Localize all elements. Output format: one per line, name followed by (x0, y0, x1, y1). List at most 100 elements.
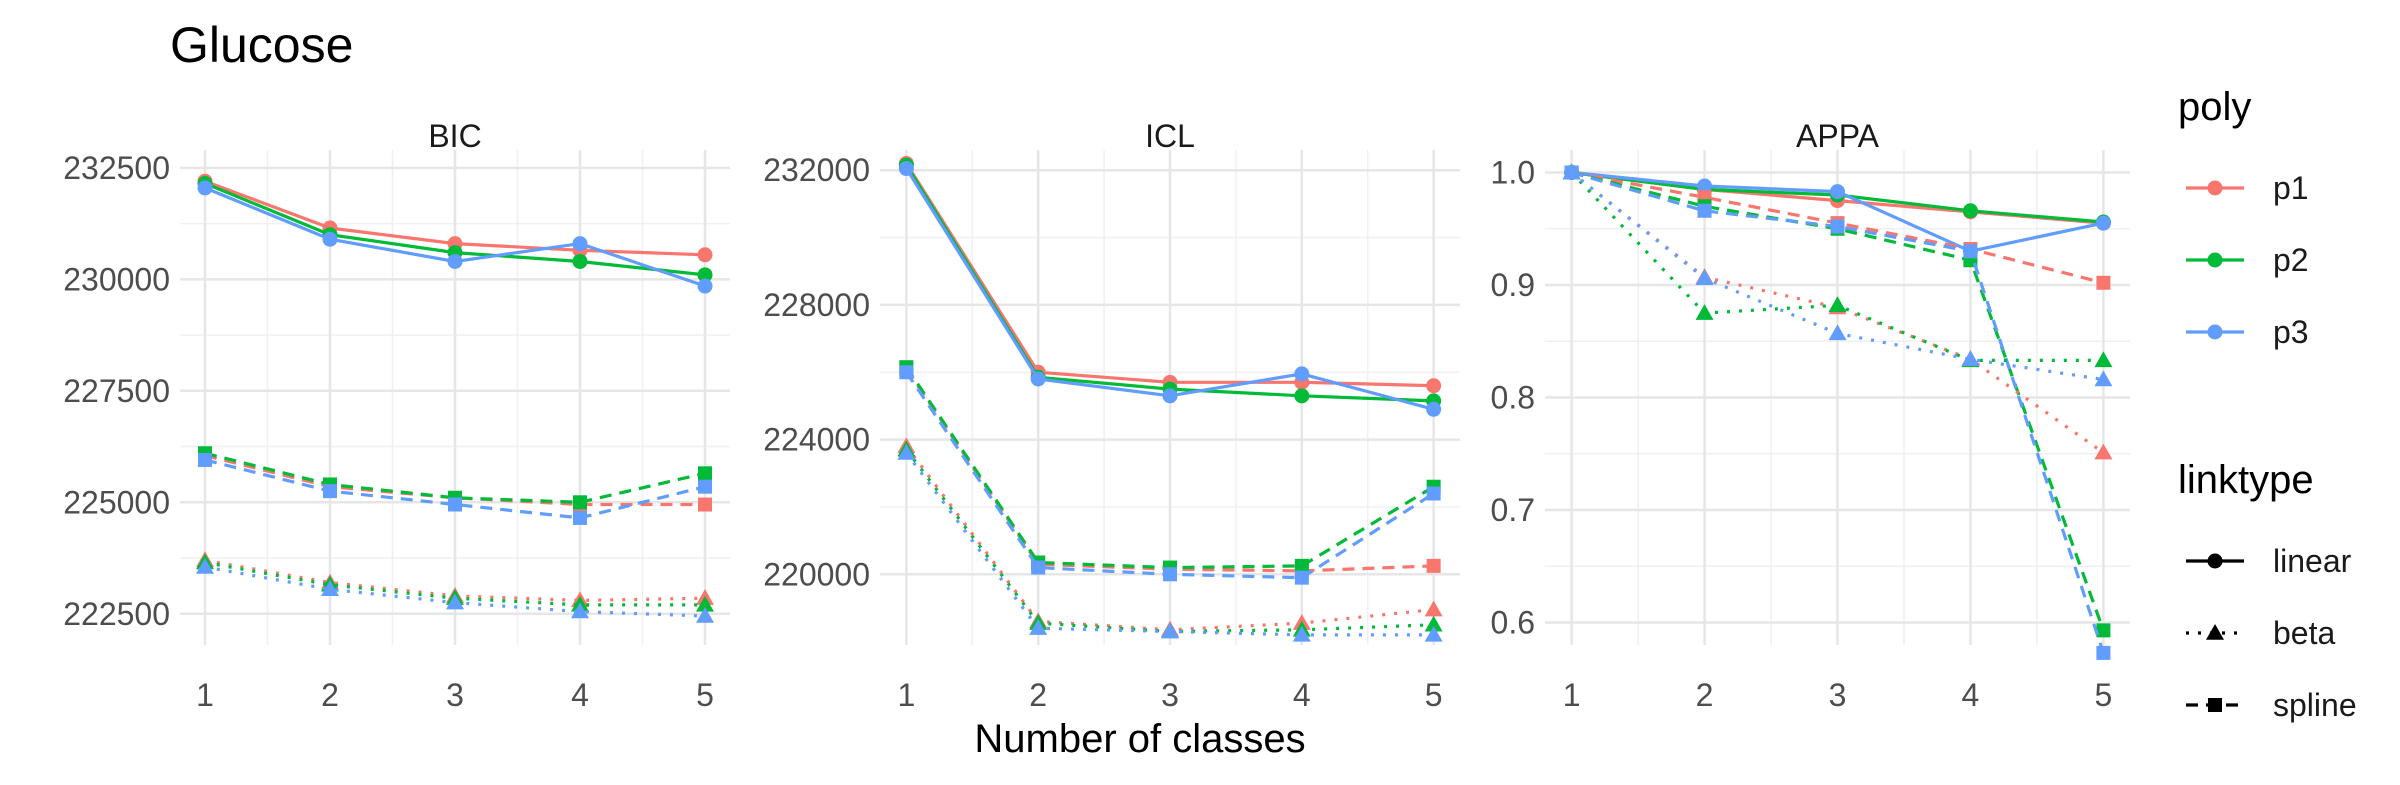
data-point (2096, 275, 2111, 290)
legend-poly-title: poly (2178, 85, 2251, 129)
y-tick-label: 222500 (63, 596, 170, 632)
data-point (1695, 304, 1714, 320)
series-line (204, 453, 705, 507)
y-tick-label: 228000 (763, 287, 870, 323)
data-point (323, 484, 337, 499)
data-point (1424, 625, 1443, 642)
data-point (446, 593, 464, 610)
data-point (2096, 645, 2111, 660)
panel-bic: 1 2 3 4 5 222500 225000 227500 230000 232500 BIC (63, 118, 730, 713)
y-tick-label: 225000 (63, 484, 170, 520)
legend-item-p3: p3 (2186, 314, 2309, 350)
data-point (698, 497, 712, 512)
data-point (1294, 558, 1309, 573)
data-point (1830, 184, 1845, 200)
legend-key-marker (2207, 553, 2223, 569)
data-point (322, 231, 338, 247)
x-tick-label: 4 (1293, 677, 1311, 713)
data-point (698, 479, 712, 494)
data-point (1697, 203, 1712, 218)
legend-key-marker (2207, 252, 2223, 268)
facet-strip-label: BIC (428, 118, 481, 154)
data-point (1294, 570, 1309, 585)
y-tick-label: 230000 (63, 261, 170, 297)
data-point (1828, 324, 1847, 341)
x-tick-label: 5 (2095, 677, 2113, 713)
series-p3-beta (196, 557, 714, 623)
data-point (696, 595, 714, 612)
chart-title: Glucose (170, 17, 353, 73)
data-point (321, 580, 339, 597)
data-point (1562, 163, 1581, 180)
series-line (905, 445, 1434, 632)
data-point (1424, 600, 1443, 617)
legend-key-marker (2206, 624, 2224, 640)
legend-item-spline: spline (2186, 687, 2357, 723)
x-tick-label: 4 (571, 677, 589, 713)
x-axis-label: Number of classes (974, 717, 1305, 761)
data-point (2094, 370, 2113, 387)
y-tick-label: 224000 (763, 422, 870, 458)
data-point (1961, 350, 1980, 366)
data-point (697, 267, 713, 283)
data-point (696, 607, 714, 623)
series-p3-linear (197, 180, 713, 294)
data-point (1426, 378, 1442, 394)
data-point (448, 497, 462, 512)
data-point (898, 161, 914, 177)
y-tick-label: 227500 (63, 373, 170, 409)
panel-appa: 1 2 3 4 5 0.6 0.7 0.8 0.9 1.0 APPA (1491, 118, 2130, 713)
data-point (697, 247, 713, 263)
data-point (1294, 388, 1310, 404)
data-point (1962, 203, 1978, 219)
data-point (1695, 269, 1714, 285)
data-point (1426, 401, 1442, 417)
data-point (1030, 371, 1046, 387)
y-tick-label: 220000 (763, 556, 870, 592)
y-tick-label: 0.9 (1491, 267, 1535, 303)
series-line (905, 452, 1434, 637)
data-point (2094, 443, 2113, 460)
x-tick-label: 3 (446, 677, 464, 713)
x-tick-label: 1 (897, 677, 915, 713)
y-tick-label: 232500 (63, 150, 170, 186)
x-tick-label: 1 (1563, 677, 1581, 713)
series-p3-linear (898, 161, 1442, 417)
legend-label: p3 (2273, 314, 2309, 350)
facet-panels: 1 2 3 4 5 222500 225000 227500 230000 232500 BIC 1 2… (63, 118, 2130, 713)
series-line (1571, 170, 2105, 631)
data-point (197, 180, 213, 196)
data-point (1294, 366, 1310, 382)
y-tick-label: 0.7 (1491, 492, 1535, 528)
data-point (697, 278, 713, 294)
data-point (897, 444, 916, 460)
data-point (2096, 623, 2111, 638)
panel-icl: 1 2 3 4 5 220000 224000 228000 232000 ICL (763, 118, 1460, 713)
legend-linktype-title: linktype (2178, 458, 2314, 502)
series-p3-beta (1562, 163, 2113, 387)
y-tick-label: 0.6 (1491, 605, 1535, 641)
data-point (1424, 615, 1443, 632)
data-point (1031, 560, 1046, 575)
legend-item-p1: p1 (2186, 170, 2309, 206)
data-point (1292, 625, 1311, 642)
data-point (1426, 558, 1441, 573)
facet-strip-label: APPA (1796, 118, 1880, 154)
x-tick-label: 5 (696, 677, 714, 713)
legend-key-marker (2208, 698, 2222, 712)
data-point (196, 557, 214, 574)
data-point (1162, 388, 1178, 404)
data-point (1830, 219, 1845, 234)
data-point (1029, 619, 1048, 635)
legend-item-p2: p2 (2186, 242, 2309, 278)
legend-key-marker (2207, 324, 2223, 340)
legend-label: beta (2273, 615, 2335, 651)
legend-label: spline (2273, 687, 2357, 723)
data-point (198, 452, 212, 467)
legend-key-marker (2207, 180, 2223, 196)
series-line (204, 458, 706, 520)
facet-strip-label: ICL (1145, 118, 1195, 154)
legend-item-linear: linear (2186, 543, 2352, 579)
